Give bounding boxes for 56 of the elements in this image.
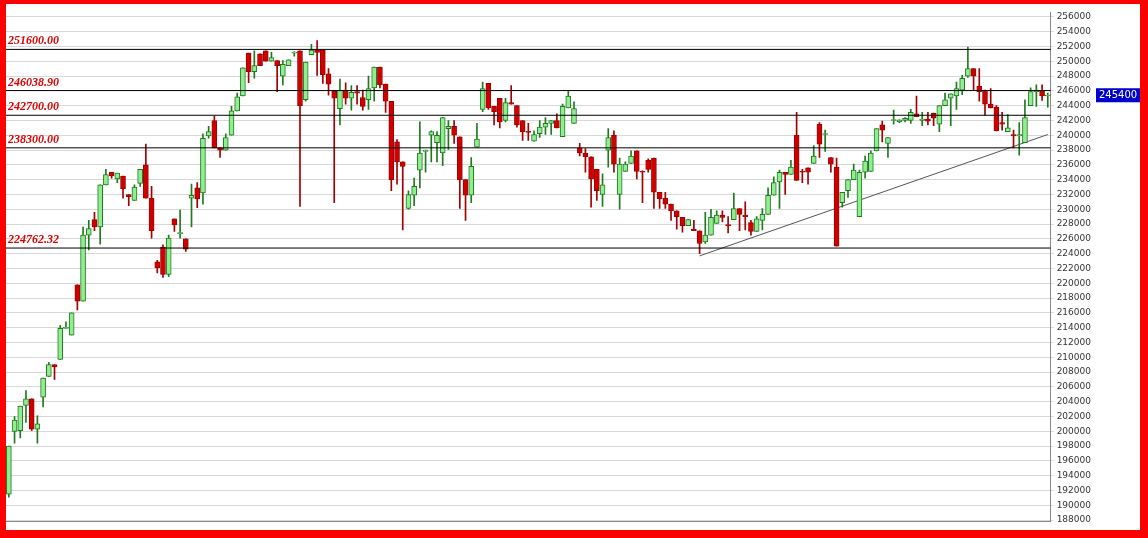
y-tick-label: 212000 (1056, 336, 1092, 347)
candlestick (331, 90, 338, 203)
y-tick-label: 256000 (1056, 11, 1092, 22)
candlestick (177, 209, 183, 239)
y-tick-label: 200000 (1056, 425, 1092, 436)
y-tick-label: 242000 (1056, 114, 1092, 125)
y-tick-label: 202000 (1056, 410, 1092, 421)
y-tick-label: 190000 (1056, 499, 1092, 510)
candlestick (274, 60, 280, 92)
ref-line-label: 246038.90 (7, 74, 59, 89)
candlestick (354, 85, 360, 105)
ref-line-label: 238300.00 (7, 131, 59, 146)
y-tick-label: 210000 (1056, 351, 1092, 362)
y-tick-label: 252000 (1056, 40, 1092, 51)
y-tick-label: 222000 (1056, 262, 1092, 273)
y-tick-label: 250000 (1056, 55, 1092, 66)
y-tick-label: 216000 (1056, 307, 1092, 318)
candlestick (919, 111, 926, 126)
candlestick (399, 161, 406, 231)
y-tick-label: 246000 (1056, 85, 1092, 96)
candlestick (782, 171, 789, 195)
ref-line-label: 251600.00 (7, 33, 59, 48)
y-tick-label: 236000 (1056, 159, 1092, 170)
candlestick (508, 85, 515, 105)
y-tick-label: 196000 (1056, 455, 1092, 466)
y-tick-label: 254000 (1056, 25, 1092, 36)
ref-line-label: 224762.32 (7, 232, 59, 247)
y-tick-label: 214000 (1056, 322, 1092, 333)
y-tick-label: 224000 (1056, 248, 1092, 259)
y-tick-label: 238000 (1056, 144, 1092, 155)
candlestick (125, 194, 132, 206)
y-tick-label: 204000 (1056, 396, 1092, 407)
y-tick-label: 218000 (1056, 292, 1092, 303)
candlestick (702, 211, 709, 244)
candlestick (23, 390, 29, 423)
y-tick-label: 208000 (1056, 366, 1092, 377)
y-tick-label: 220000 (1056, 277, 1092, 288)
y-tick-label: 194000 (1056, 470, 1092, 481)
candlestick (291, 51, 298, 57)
y-tick-label: 198000 (1056, 440, 1092, 451)
y-tick-label: 232000 (1056, 188, 1092, 199)
candlestick (1016, 122, 1023, 156)
y-tick-label: 230000 (1056, 203, 1092, 214)
y-tick-label: 226000 (1056, 233, 1092, 244)
y-tick-label: 192000 (1056, 484, 1092, 495)
y-tick-label: 228000 (1056, 218, 1092, 229)
y-tick-label: 206000 (1056, 381, 1092, 392)
y-tick-label: 248000 (1056, 70, 1092, 81)
y-tick-label: 244000 (1056, 100, 1092, 110)
text: 245400 (1099, 88, 1138, 100)
y-tick-label: 240000 (1056, 129, 1092, 140)
y-tick-label: 188000 (1056, 514, 1092, 525)
y-tick-label: 234000 (1056, 174, 1092, 185)
ref-line-label: 242700.00 (7, 99, 59, 114)
candlestick (428, 130, 435, 163)
candlestick (548, 120, 554, 135)
